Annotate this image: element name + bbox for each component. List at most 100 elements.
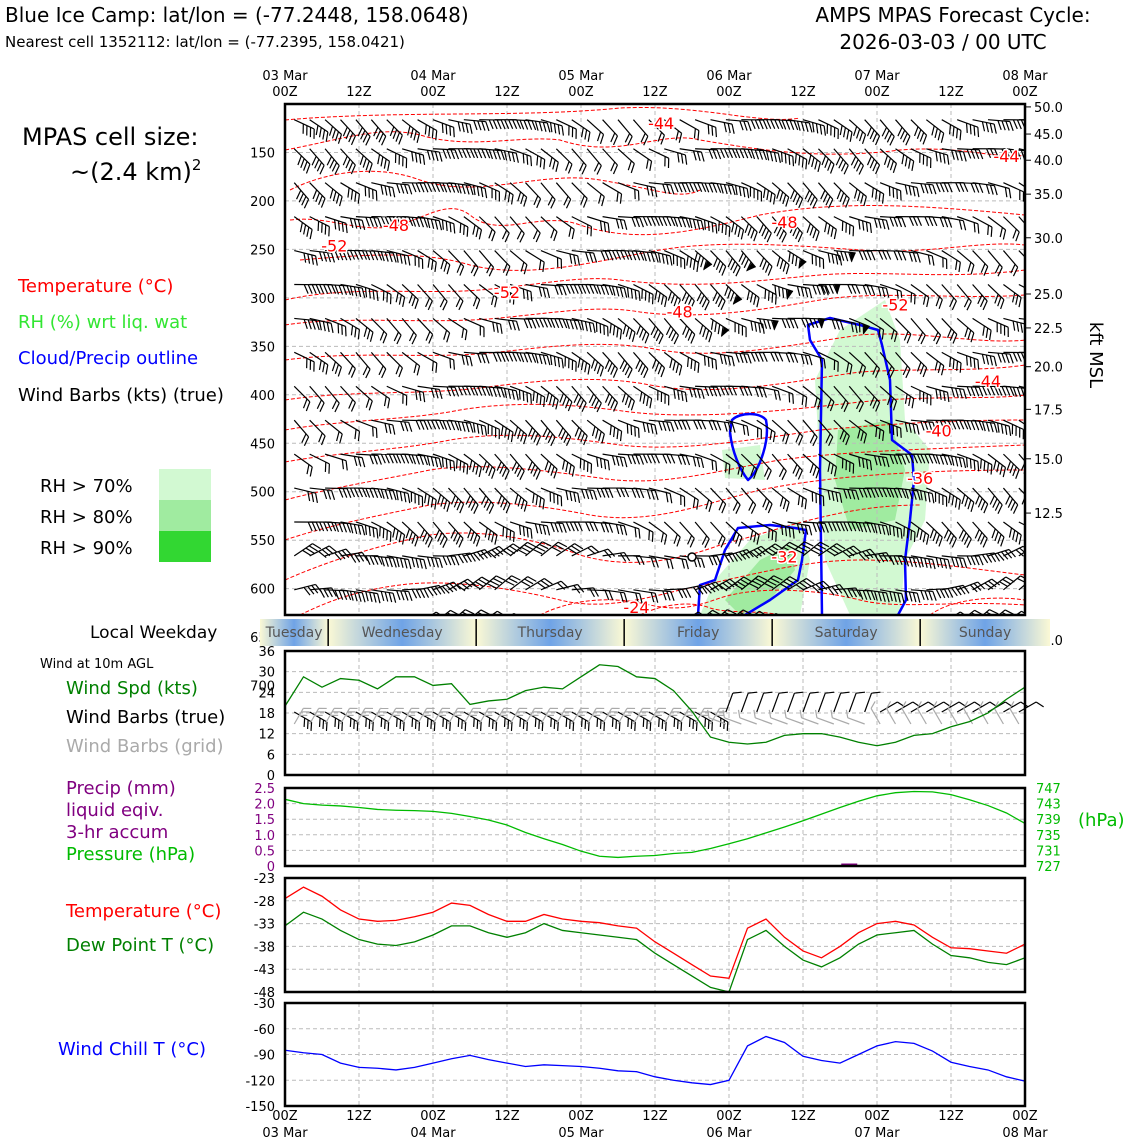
wind-barb — [525, 351, 551, 366]
wind-barb — [371, 646, 398, 666]
wind-barb — [539, 658, 566, 671]
wind-barb — [586, 385, 602, 413]
rh-region — [725, 545, 795, 615]
wind-barb — [710, 385, 738, 396]
wind-barb — [633, 521, 654, 542]
top-hour-label: 00Z — [864, 85, 890, 100]
wind-barb — [294, 689, 321, 700]
site-title: Blue Ice Camp: lat/lon = (-77.2448, 158.… — [5, 3, 469, 27]
wind-barb-grid — [978, 701, 989, 725]
wind-barb — [848, 351, 867, 377]
wind-barb-true — [725, 691, 742, 713]
wind-barb — [509, 576, 537, 591]
weekday-label: Thursday — [517, 625, 583, 641]
wind-barb-true — [771, 691, 788, 713]
wind-barb — [386, 283, 406, 308]
wind-barb — [340, 521, 366, 536]
wind-barb-grid — [663, 707, 682, 725]
wind-barb — [417, 216, 443, 231]
wind-barb — [463, 284, 481, 310]
wind-barb — [1019, 655, 1046, 667]
wind-barb — [663, 521, 681, 547]
wind-barb — [1018, 575, 1025, 591]
wind-barb — [864, 385, 881, 412]
wind-barb — [802, 351, 826, 369]
wind-barb — [555, 658, 582, 671]
wind-barb — [324, 148, 340, 175]
wind-barb — [771, 453, 787, 481]
wind-barb — [478, 545, 507, 559]
wind-barb — [402, 677, 428, 699]
wind-barb — [571, 119, 591, 142]
wind-barb — [510, 658, 536, 668]
wind-barb — [432, 385, 460, 397]
wind-barb-true — [833, 691, 850, 713]
wind-barb — [556, 317, 582, 331]
wind-barb — [926, 148, 950, 165]
wind-barb — [293, 658, 320, 671]
wind-barb — [925, 119, 945, 143]
wind-barb — [987, 521, 1005, 547]
wind-barb — [772, 658, 798, 668]
wind-barb — [602, 283, 628, 298]
wind-barb — [910, 318, 926, 345]
top-hour-label: 12Z — [494, 85, 520, 100]
wind-barb — [309, 351, 329, 375]
wind-barb — [617, 351, 633, 379]
wind-barb — [802, 453, 820, 479]
wind-barb-true — [293, 711, 313, 731]
wind-barb — [771, 216, 787, 243]
wind-barb — [417, 419, 445, 430]
height-tick-label: 30.0 — [1034, 232, 1063, 247]
wind-barb — [386, 453, 414, 464]
wind-barb — [756, 182, 776, 205]
wind-barb — [848, 419, 868, 444]
wind-barb — [941, 119, 962, 141]
legend-rh: RH (%) wrt liq. wat — [18, 312, 187, 333]
wind-barb — [833, 351, 853, 375]
wind-barb — [603, 653, 630, 666]
wind-barb-grid — [617, 707, 636, 725]
wind-barb — [679, 148, 705, 162]
wind-barb — [865, 653, 892, 667]
wind-barb — [941, 555, 968, 568]
wind-barb — [833, 385, 849, 413]
wind-barb — [309, 119, 329, 142]
wind-barb-true — [448, 711, 467, 731]
wind-barb — [956, 284, 972, 311]
rh-legend: RH > 70% RH > 80% RH > 90% — [40, 469, 211, 562]
wind-barb — [926, 677, 952, 699]
weekday-label: Saturday — [815, 625, 878, 641]
wind-barb — [386, 182, 413, 195]
wind-barb — [771, 521, 795, 539]
wind-barb — [417, 284, 433, 311]
wind-barb-grid — [447, 707, 466, 725]
wind-barb — [925, 284, 943, 310]
wind-barb — [741, 182, 763, 202]
wind-barb — [525, 521, 551, 536]
wind-barb — [633, 555, 659, 568]
wind-barb — [648, 216, 676, 227]
wind-barb-grid — [586, 707, 605, 725]
wind-barb — [833, 317, 858, 334]
wind-barb — [355, 317, 374, 342]
wind-barb — [555, 385, 573, 412]
wind-barb — [818, 351, 839, 372]
bottom-date-label: 03 Mar — [262, 1126, 308, 1140]
wind-barb-true — [386, 711, 405, 731]
wind-barb — [756, 148, 781, 163]
wind-barb — [602, 521, 628, 536]
wind-barb — [386, 119, 403, 145]
wind-barb — [556, 689, 583, 700]
wind-barb — [879, 182, 902, 201]
wind-barb — [402, 555, 427, 570]
panel-legend-label: Temperature (°C) — [65, 901, 221, 922]
wind-barb — [802, 541, 830, 557]
wind-barb-grid — [916, 701, 927, 725]
wind-barb — [355, 589, 381, 604]
wind-barb — [679, 419, 707, 430]
wind-barb-grid — [709, 707, 728, 725]
wind-barb — [509, 692, 536, 705]
wind-barb — [478, 216, 496, 242]
top-date-label: 07 Mar — [854, 69, 900, 84]
